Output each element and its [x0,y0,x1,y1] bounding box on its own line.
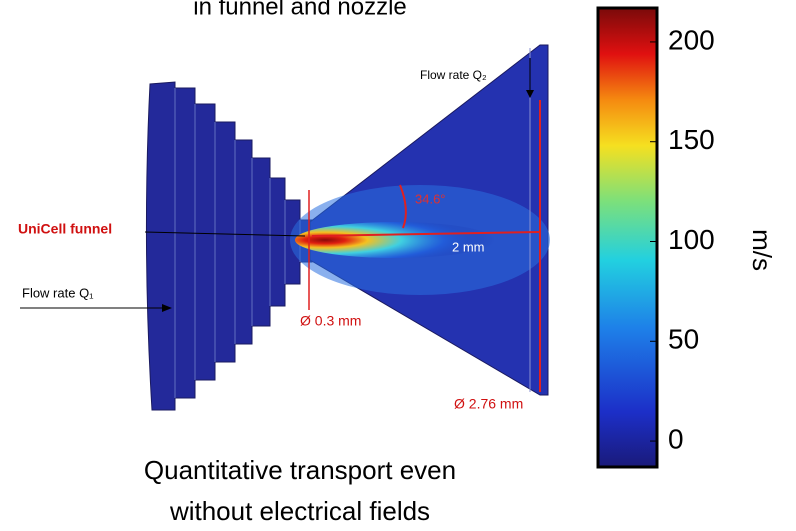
q1-label: Flow rate Q₁ [22,285,94,300]
colorbar-label: m/s [747,229,777,271]
caption-line: Quantitative transport even [144,455,456,485]
length-label: 2 mm [452,239,485,254]
figure: in funnel and nozzle Flow rate Q₂ UniCel… [0,0,796,531]
colorbar [598,8,657,467]
colorbar-tick-label: 50 [668,324,699,355]
colorbar-tick-label: 200 [668,24,715,55]
colorbar-tick-label: 0 [668,423,684,454]
funnel-label: UniCell funnel [18,221,112,237]
title: in funnel and nozzle [193,0,407,20]
q2-label: Flow rate Q₂ [420,68,487,82]
outlet-label: Ø 2.76 mm [454,396,523,412]
throat-label: Ø 0.3 mm [300,313,361,329]
colorbar-tick-label: 100 [668,224,715,255]
angle-label: 34.6° [415,191,446,206]
caption-line: without electrical fields [169,496,430,526]
funnel [146,82,312,410]
colorbar-tick-label: 150 [668,124,715,155]
